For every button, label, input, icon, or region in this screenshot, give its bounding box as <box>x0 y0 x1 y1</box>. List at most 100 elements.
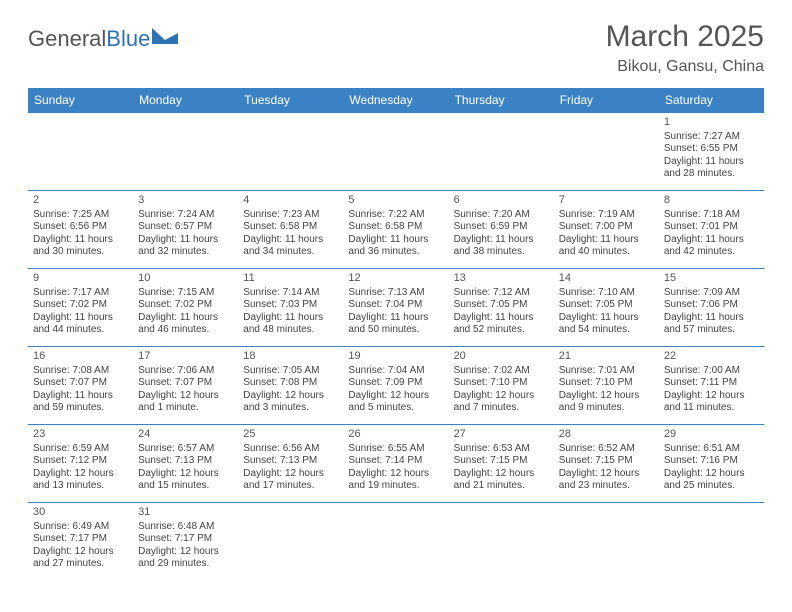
day-cell: 21Sunrise: 7:01 AMSunset: 7:10 PMDayligh… <box>554 347 659 425</box>
sun-info: Sunrise: 6:52 AMSunset: 7:15 PMDaylight:… <box>559 443 654 493</box>
sun-info: Sunrise: 7:04 AMSunset: 7:09 PMDaylight:… <box>348 365 443 415</box>
empty-cell <box>343 503 448 581</box>
weekday-header: Thursday <box>449 88 554 113</box>
day-number: 2 <box>33 194 128 208</box>
weekday-header: Tuesday <box>238 88 343 113</box>
title-block: March 2025 Bikou, Gansu, China <box>606 20 764 76</box>
logo-part1: General <box>28 26 106 51</box>
day-number: 14 <box>559 272 654 286</box>
sun-info: Sunrise: 7:27 AMSunset: 6:55 PMDaylight:… <box>664 131 759 181</box>
sun-info: Sunrise: 6:59 AMSunset: 7:12 PMDaylight:… <box>33 443 128 493</box>
day-number: 24 <box>138 428 233 442</box>
day-number: 13 <box>454 272 549 286</box>
calendar-row: 1Sunrise: 7:27 AMSunset: 6:55 PMDaylight… <box>28 113 764 191</box>
day-cell: 24Sunrise: 6:57 AMSunset: 7:13 PMDayligh… <box>133 425 238 503</box>
day-cell: 19Sunrise: 7:04 AMSunset: 7:09 PMDayligh… <box>343 347 448 425</box>
logo-part2: Blue <box>106 26 150 51</box>
day-cell: 26Sunrise: 6:55 AMSunset: 7:14 PMDayligh… <box>343 425 448 503</box>
weekday-header: Wednesday <box>343 88 448 113</box>
day-number: 29 <box>664 428 759 442</box>
day-cell: 16Sunrise: 7:08 AMSunset: 7:07 PMDayligh… <box>28 347 133 425</box>
day-number: 17 <box>138 350 233 364</box>
calendar-body: 1Sunrise: 7:27 AMSunset: 6:55 PMDaylight… <box>28 113 764 581</box>
sun-info: Sunrise: 6:57 AMSunset: 7:13 PMDaylight:… <box>138 443 233 493</box>
flag-icon <box>152 28 178 46</box>
day-number: 5 <box>348 194 443 208</box>
day-number: 1 <box>664 116 759 130</box>
day-cell: 14Sunrise: 7:10 AMSunset: 7:05 PMDayligh… <box>554 269 659 347</box>
day-cell: 11Sunrise: 7:14 AMSunset: 7:03 PMDayligh… <box>238 269 343 347</box>
day-number: 6 <box>454 194 549 208</box>
day-number: 9 <box>33 272 128 286</box>
day-number: 22 <box>664 350 759 364</box>
sun-info: Sunrise: 7:17 AMSunset: 7:02 PMDaylight:… <box>33 287 128 337</box>
sun-info: Sunrise: 7:05 AMSunset: 7:08 PMDaylight:… <box>243 365 338 415</box>
logo: GeneralBlue <box>28 26 178 52</box>
day-cell: 18Sunrise: 7:05 AMSunset: 7:08 PMDayligh… <box>238 347 343 425</box>
sun-info: Sunrise: 6:55 AMSunset: 7:14 PMDaylight:… <box>348 443 443 493</box>
day-number: 18 <box>243 350 338 364</box>
weekday-header-row: SundayMondayTuesdayWednesdayThursdayFrid… <box>28 88 764 113</box>
sun-info: Sunrise: 6:48 AMSunset: 7:17 PMDaylight:… <box>138 521 233 571</box>
logo-text: GeneralBlue <box>28 26 150 52</box>
sun-info: Sunrise: 7:08 AMSunset: 7:07 PMDaylight:… <box>33 365 128 415</box>
day-number: 10 <box>138 272 233 286</box>
day-cell: 29Sunrise: 6:51 AMSunset: 7:16 PMDayligh… <box>659 425 764 503</box>
header: GeneralBlue March 2025 Bikou, Gansu, Chi… <box>28 20 764 76</box>
day-cell: 22Sunrise: 7:00 AMSunset: 7:11 PMDayligh… <box>659 347 764 425</box>
weekday-header: Sunday <box>28 88 133 113</box>
day-number: 28 <box>559 428 654 442</box>
sun-info: Sunrise: 7:00 AMSunset: 7:11 PMDaylight:… <box>664 365 759 415</box>
day-cell: 7Sunrise: 7:19 AMSunset: 7:00 PMDaylight… <box>554 191 659 269</box>
day-cell: 4Sunrise: 7:23 AMSunset: 6:58 PMDaylight… <box>238 191 343 269</box>
empty-cell <box>449 503 554 581</box>
sun-info: Sunrise: 7:06 AMSunset: 7:07 PMDaylight:… <box>138 365 233 415</box>
empty-cell <box>449 113 554 191</box>
day-cell: 30Sunrise: 6:49 AMSunset: 7:17 PMDayligh… <box>28 503 133 581</box>
day-number: 26 <box>348 428 443 442</box>
day-number: 23 <box>33 428 128 442</box>
sun-info: Sunrise: 7:24 AMSunset: 6:57 PMDaylight:… <box>138 209 233 259</box>
sun-info: Sunrise: 7:10 AMSunset: 7:05 PMDaylight:… <box>559 287 654 337</box>
day-number: 27 <box>454 428 549 442</box>
day-cell: 12Sunrise: 7:13 AMSunset: 7:04 PMDayligh… <box>343 269 448 347</box>
day-cell: 25Sunrise: 6:56 AMSunset: 7:13 PMDayligh… <box>238 425 343 503</box>
sun-info: Sunrise: 7:18 AMSunset: 7:01 PMDaylight:… <box>664 209 759 259</box>
sun-info: Sunrise: 7:15 AMSunset: 7:02 PMDaylight:… <box>138 287 233 337</box>
day-number: 31 <box>138 506 233 520</box>
day-cell: 20Sunrise: 7:02 AMSunset: 7:10 PMDayligh… <box>449 347 554 425</box>
day-number: 12 <box>348 272 443 286</box>
day-cell: 5Sunrise: 7:22 AMSunset: 6:58 PMDaylight… <box>343 191 448 269</box>
day-cell: 10Sunrise: 7:15 AMSunset: 7:02 PMDayligh… <box>133 269 238 347</box>
day-cell: 2Sunrise: 7:25 AMSunset: 6:56 PMDaylight… <box>28 191 133 269</box>
day-cell: 31Sunrise: 6:48 AMSunset: 7:17 PMDayligh… <box>133 503 238 581</box>
sun-info: Sunrise: 7:02 AMSunset: 7:10 PMDaylight:… <box>454 365 549 415</box>
calendar-row: 30Sunrise: 6:49 AMSunset: 7:17 PMDayligh… <box>28 503 764 581</box>
day-cell: 23Sunrise: 6:59 AMSunset: 7:12 PMDayligh… <box>28 425 133 503</box>
day-cell: 1Sunrise: 7:27 AMSunset: 6:55 PMDaylight… <box>659 113 764 191</box>
sun-info: Sunrise: 7:13 AMSunset: 7:04 PMDaylight:… <box>348 287 443 337</box>
day-cell: 27Sunrise: 6:53 AMSunset: 7:15 PMDayligh… <box>449 425 554 503</box>
empty-cell <box>659 503 764 581</box>
sun-info: Sunrise: 7:23 AMSunset: 6:58 PMDaylight:… <box>243 209 338 259</box>
calendar-row: 2Sunrise: 7:25 AMSunset: 6:56 PMDaylight… <box>28 191 764 269</box>
day-number: 20 <box>454 350 549 364</box>
sun-info: Sunrise: 7:22 AMSunset: 6:58 PMDaylight:… <box>348 209 443 259</box>
day-cell: 9Sunrise: 7:17 AMSunset: 7:02 PMDaylight… <box>28 269 133 347</box>
day-cell: 13Sunrise: 7:12 AMSunset: 7:05 PMDayligh… <box>449 269 554 347</box>
calendar-table: SundayMondayTuesdayWednesdayThursdayFrid… <box>28 88 764 581</box>
sun-info: Sunrise: 6:51 AMSunset: 7:16 PMDaylight:… <box>664 443 759 493</box>
day-number: 25 <box>243 428 338 442</box>
day-number: 8 <box>664 194 759 208</box>
sun-info: Sunrise: 7:25 AMSunset: 6:56 PMDaylight:… <box>33 209 128 259</box>
day-cell: 3Sunrise: 7:24 AMSunset: 6:57 PMDaylight… <box>133 191 238 269</box>
sun-info: Sunrise: 6:53 AMSunset: 7:15 PMDaylight:… <box>454 443 549 493</box>
sun-info: Sunrise: 7:09 AMSunset: 7:06 PMDaylight:… <box>664 287 759 337</box>
empty-cell <box>238 503 343 581</box>
day-number: 7 <box>559 194 654 208</box>
day-cell: 17Sunrise: 7:06 AMSunset: 7:07 PMDayligh… <box>133 347 238 425</box>
location: Bikou, Gansu, China <box>606 58 764 76</box>
sun-info: Sunrise: 7:20 AMSunset: 6:59 PMDaylight:… <box>454 209 549 259</box>
sun-info: Sunrise: 6:56 AMSunset: 7:13 PMDaylight:… <box>243 443 338 493</box>
day-number: 21 <box>559 350 654 364</box>
